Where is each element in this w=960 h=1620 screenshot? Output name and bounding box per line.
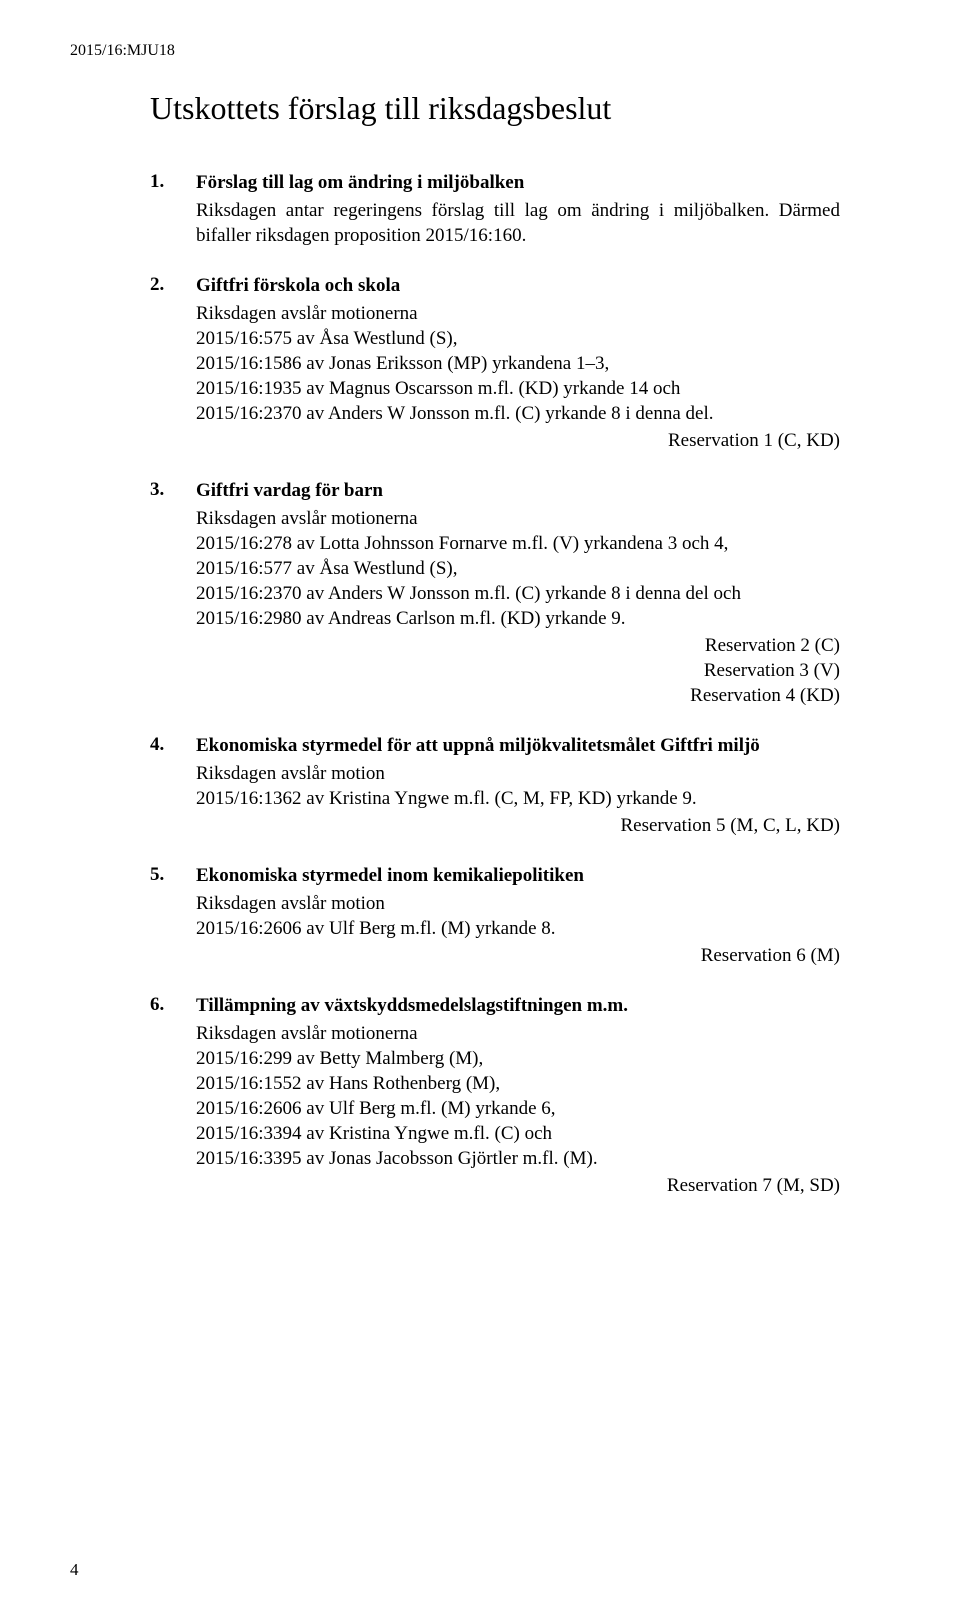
item-heading: Tillämpning av växtskyddsmedelslagstiftn… <box>196 994 840 1019</box>
page-number: 4 <box>70 1560 79 1580</box>
item-body: Riksdagen avslår motionerna2015/16:278 a… <box>196 506 840 631</box>
item-number: 6. <box>150 994 164 1016</box>
item-body: Riksdagen avslår motionerna2015/16:299 a… <box>196 1021 840 1171</box>
document-id: 2015/16:MJU18 <box>70 42 175 60</box>
page-title: Utskottets förslag till riksdagsbeslut <box>150 90 840 127</box>
item-number: 4. <box>150 734 164 756</box>
item-heading: Förslag till lag om ändring i miljöbalke… <box>196 171 840 196</box>
reservation-block: Reservation 1 (C, KD) <box>196 428 840 453</box>
item-number: 5. <box>150 864 164 886</box>
item-body: Riksdagen avslår motionerna2015/16:575 a… <box>196 301 840 426</box>
reservation-block: Reservation 2 (C)Reservation 3 (V)Reserv… <box>196 633 840 708</box>
item-number: 3. <box>150 479 164 501</box>
item-heading: Giftfri vardag för barn <box>196 479 840 504</box>
item-body: Riksdagen antar regeringens förslag till… <box>196 198 840 248</box>
proposal-item: 2. Giftfri förskola och skolaRiksdagen av… <box>150 274 840 453</box>
reservation-block: Reservation 5 (M, C, L, KD) <box>196 813 840 838</box>
item-number: 2. <box>150 274 164 296</box>
proposal-list: 1. Förslag till lag om ändring i miljöbal… <box>150 171 840 1198</box>
proposal-item: 5. Ekonomiska styrmedel inom kemikaliepol… <box>150 864 840 968</box>
item-heading: Ekonomiska styrmedel inom kemikaliepolit… <box>196 864 840 889</box>
proposal-item: 6. Tillämpning av växtskyddsmedelslagstif… <box>150 994 840 1198</box>
proposal-item: 1. Förslag till lag om ändring i miljöbal… <box>150 171 840 248</box>
item-body: Riksdagen avslår motion2015/16:1362 av K… <box>196 761 840 811</box>
item-number: 1. <box>150 171 164 193</box>
item-body: Riksdagen avslår motion2015/16:2606 av U… <box>196 891 840 941</box>
reservation-block: Reservation 7 (M, SD) <box>196 1173 840 1198</box>
item-heading: Ekonomiska styrmedel för att uppnå miljö… <box>196 734 840 759</box>
reservation-block: Reservation 6 (M) <box>196 943 840 968</box>
proposal-item: 4. Ekonomiska styrmedel för att uppnå mil… <box>150 734 840 838</box>
proposal-item: 3. Giftfri vardag för barnRiksdagen avslå… <box>150 479 840 708</box>
item-heading: Giftfri förskola och skola <box>196 274 840 299</box>
